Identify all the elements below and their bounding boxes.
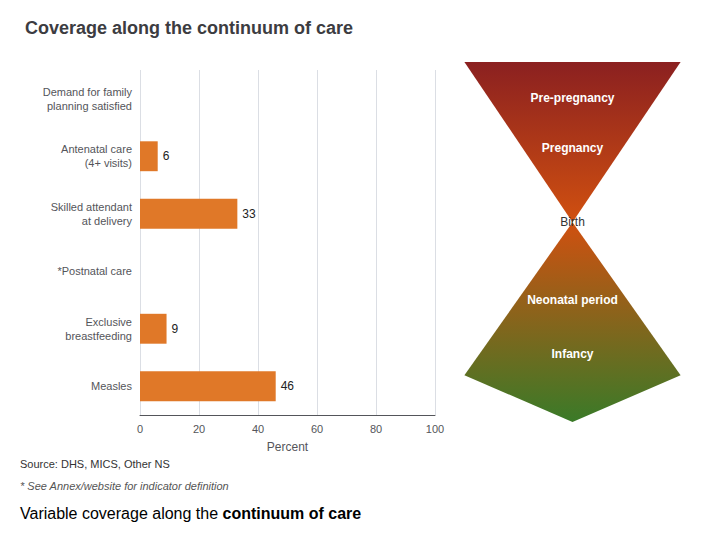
svg-text:Antenatal care: Antenatal care: [61, 143, 132, 155]
svg-text:Percent: Percent: [267, 440, 309, 454]
svg-text:46: 46: [281, 379, 295, 393]
svg-text:breastfeeding: breastfeeding: [65, 330, 132, 342]
svg-text:Birth: Birth: [560, 215, 585, 229]
svg-text:100: 100: [426, 423, 444, 435]
svg-text:20: 20: [193, 423, 205, 435]
svg-text:Skilled attendant: Skilled attendant: [51, 201, 132, 213]
svg-text:Pregnancy: Pregnancy: [542, 141, 604, 155]
svg-text:(4+ visits): (4+ visits): [85, 157, 132, 169]
svg-text:60: 60: [311, 423, 323, 435]
svg-text:0: 0: [137, 423, 143, 435]
svg-text:33: 33: [242, 207, 256, 221]
svg-text:80: 80: [370, 423, 382, 435]
svg-text:Demand for family: Demand for family: [43, 86, 133, 98]
svg-text:40: 40: [252, 423, 264, 435]
svg-text:Coverage along the continuum o: Coverage along the continuum of care: [25, 18, 353, 38]
svg-text:continuum of care: continuum of care: [223, 505, 362, 522]
svg-text:Source: DHS, MICS, Other NS: Source: DHS, MICS, Other NS: [20, 458, 170, 470]
svg-text:9: 9: [172, 322, 179, 336]
svg-text:Variable coverage along the: Variable coverage along the: [20, 505, 223, 522]
svg-text:Infancy: Infancy: [551, 347, 593, 361]
svg-text:Exclusive: Exclusive: [86, 316, 132, 328]
svg-text:Measles: Measles: [91, 380, 132, 392]
svg-text:6: 6: [163, 149, 170, 163]
svg-text:planning satisfied: planning satisfied: [47, 100, 132, 112]
svg-text:* See Annex/website for indica: * See Annex/website for indicator defini…: [20, 480, 229, 492]
svg-text:at delivery: at delivery: [82, 215, 133, 227]
svg-text:*Postnatal care: *Postnatal care: [57, 265, 132, 277]
svg-text:Neonatal period: Neonatal period: [527, 293, 618, 307]
svg-text:Pre-pregnancy: Pre-pregnancy: [530, 91, 614, 105]
